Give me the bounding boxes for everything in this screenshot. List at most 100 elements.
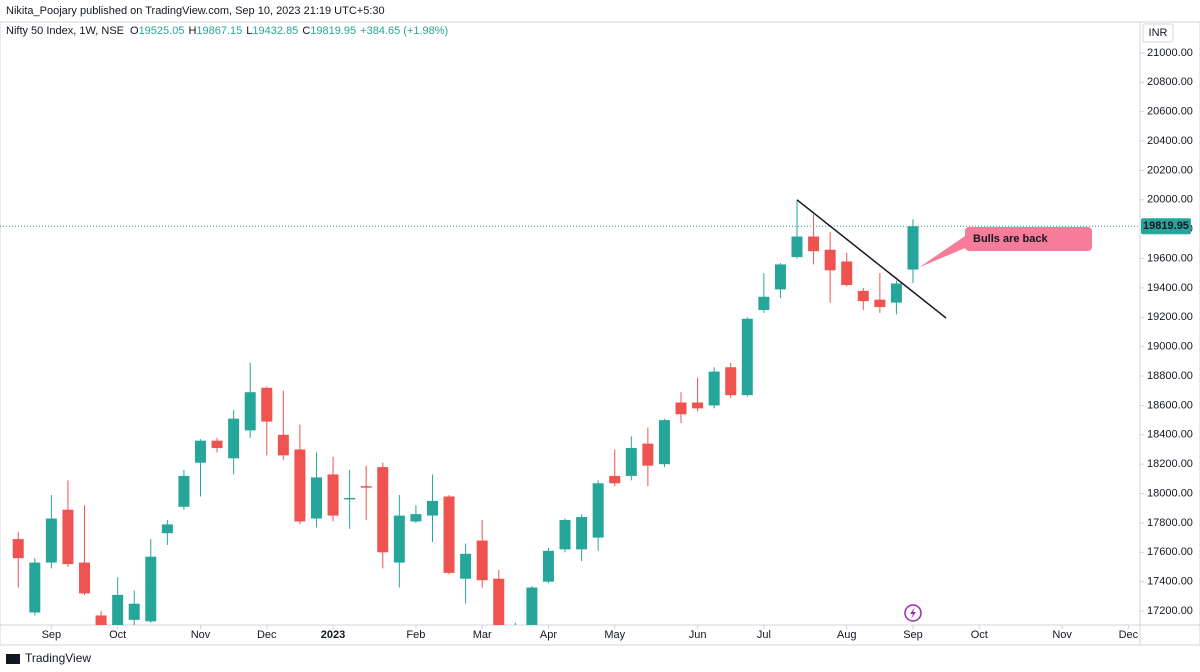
candle-body: [725, 367, 737, 396]
y-tick-label: 17400.00: [1147, 576, 1193, 588]
candle-body: [890, 283, 902, 303]
candle-body: [791, 236, 803, 258]
candle-body: [460, 553, 472, 579]
y-tick-label: 19000.00: [1147, 341, 1193, 353]
candle-body: [625, 448, 637, 476]
y-tick-label: 19600.00: [1147, 252, 1193, 264]
legend-part: L: [246, 25, 252, 37]
candle-body: [907, 226, 919, 270]
candle-body: [476, 540, 488, 581]
trend-line: [796, 199, 947, 319]
callout-box: [965, 227, 1092, 251]
x-tick-label: May: [604, 629, 625, 641]
legend-part: C: [302, 25, 310, 37]
candle-body: [62, 509, 74, 565]
candle-body: [45, 518, 57, 563]
candle-body: [178, 475, 190, 507]
x-tick-label: Aug: [837, 629, 857, 641]
candle-body: [526, 587, 538, 625]
x-tick-label: Mar: [473, 629, 492, 641]
x-tick-label: Jul: [757, 629, 771, 641]
last-price-box: [1141, 218, 1191, 235]
candle-body: [559, 519, 571, 550]
candle-body: [360, 486, 372, 488]
last-price-label: 19819.95: [1143, 220, 1189, 232]
candle-body: [211, 440, 223, 449]
candle-body: [377, 467, 389, 553]
candle-body: [692, 402, 704, 409]
overlay: Bulls are back: [796, 199, 1092, 319]
candle-body: [12, 539, 24, 559]
y-tick-label: 18200.00: [1147, 458, 1193, 470]
candle-body: [443, 496, 455, 573]
candle-body: [128, 603, 140, 620]
candle-body: [410, 514, 422, 522]
candle-body: [426, 500, 438, 516]
callout-text: Bulls are back: [973, 233, 1048, 245]
y-tick-label: 21000.00: [1147, 47, 1193, 59]
candle-body: [841, 261, 853, 285]
y-tick-label: 18800.00: [1147, 370, 1193, 382]
candle-body: [244, 392, 256, 431]
candle-body: [228, 418, 240, 459]
candle-body: [112, 594, 124, 625]
legend-part: 19432.85: [252, 25, 298, 37]
candle-body: [79, 562, 91, 594]
candle-body: [675, 402, 687, 415]
candle-body: [29, 562, 41, 613]
event-bolt: [910, 607, 916, 619]
candle-body: [576, 517, 588, 550]
legend-part: Nifty 50 Index, 1W, NSE: [6, 25, 124, 37]
candle-body: [708, 371, 720, 406]
candle-body: [294, 449, 306, 522]
candle-body: [774, 264, 786, 290]
currency-box[interactable]: [1142, 23, 1174, 43]
candle-body: [808, 236, 820, 252]
candle-body: [194, 440, 206, 463]
y-tick-label: 19200.00: [1147, 311, 1193, 323]
y-tick-label: 18000.00: [1147, 487, 1193, 499]
y-tick-label: 18600.00: [1147, 399, 1193, 411]
callout-pointer: [918, 236, 965, 268]
y-tick-label: 18400.00: [1147, 429, 1193, 441]
legend-part: H: [188, 25, 196, 37]
x-tick-label: Sep: [903, 629, 923, 641]
x-tick-label: Oct: [971, 629, 988, 641]
legend-part: 19819.95: [310, 25, 356, 37]
y-tick-label: 20000.00: [1147, 194, 1193, 206]
y-tick-label: 17600.00: [1147, 546, 1193, 558]
candle-body: [609, 475, 621, 484]
legend-part: +384.65 (+1.98%): [360, 25, 448, 37]
y-tick-label: 20800.00: [1147, 76, 1193, 88]
y-tick-label: 17200.00: [1147, 605, 1193, 617]
y-tick-label: 20600.00: [1147, 106, 1193, 118]
x-tick-label: Sep: [42, 629, 62, 641]
x-tick-label: 2023: [321, 629, 345, 641]
x-tick-label: Nov: [1052, 629, 1072, 641]
candle-body: [874, 299, 886, 308]
y-tick-label: 20200.00: [1147, 164, 1193, 176]
footer: TradingView: [25, 651, 91, 665]
legend-part: 19525.05: [139, 25, 185, 37]
currency[interactable]: INR: [1149, 27, 1168, 39]
candle-body: [857, 290, 869, 302]
plot: [0, 199, 1140, 625]
candle-body: [393, 515, 405, 563]
candle-body: [542, 550, 554, 582]
candle-body: [161, 524, 173, 534]
legend: Nifty 50 Index, 1W, NSE O19525.05 H19867.1…: [6, 25, 448, 37]
logo-icon: [6, 654, 20, 664]
candle-body: [327, 474, 339, 516]
candle-body: [310, 477, 322, 519]
candle-body: [758, 296, 770, 310]
x-tick-label: Apr: [540, 629, 557, 641]
x-tick-label: Oct: [109, 629, 126, 641]
frame: [0, 21, 1200, 646]
candle-body: [824, 249, 836, 271]
candle-body: [145, 556, 157, 622]
x-tick-label: Dec: [1119, 629, 1139, 641]
x-tick-label: Nov: [191, 629, 211, 641]
y-tick-label: 19400.00: [1147, 282, 1193, 294]
